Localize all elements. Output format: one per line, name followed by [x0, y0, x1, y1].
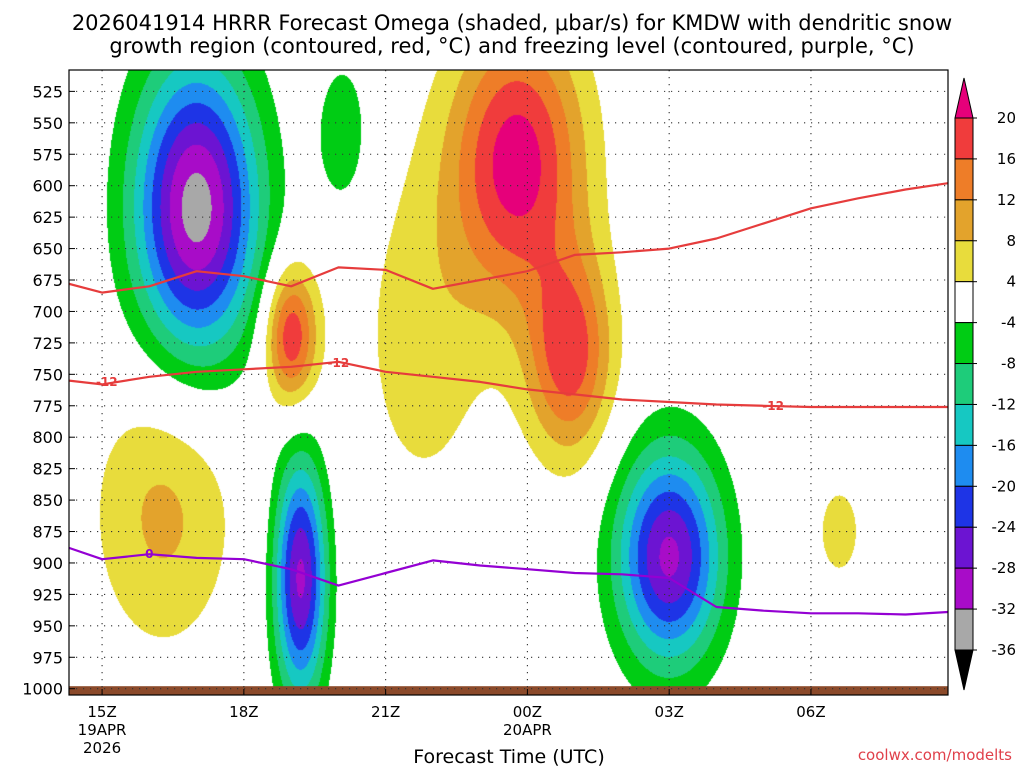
- colorbar-swatch: [954, 444, 974, 487]
- y-tick-label: 875: [32, 523, 63, 542]
- colorbar-swatch: [954, 158, 974, 201]
- colorbar-label: -8: [1001, 355, 1016, 373]
- colorbar-swatch: [954, 485, 974, 528]
- y-tick-label: 750: [32, 365, 63, 384]
- y-tick-label: 975: [32, 648, 63, 667]
- y-tick-label: 925: [32, 585, 63, 604]
- y-tick-label: 900: [32, 554, 63, 573]
- omega-shading: [69, 70, 948, 695]
- colorbar-bottom-arrow: [954, 649, 974, 691]
- y-tick-label: 950: [32, 617, 63, 636]
- colorbar-swatch: [954, 281, 974, 324]
- colorbar-swatch: [954, 322, 974, 365]
- dgz-top-contour: [69, 182, 948, 294]
- colorbar-label: -20: [992, 477, 1017, 495]
- colorbar-label: -32: [992, 600, 1017, 618]
- x-tick-year: 2026: [83, 739, 121, 757]
- x-tick-label: 21Z: [371, 703, 400, 721]
- dgz-bottom-contour: [69, 360, 948, 409]
- x-tick-label: 03Z: [654, 703, 683, 721]
- x-tick-label: 06Z: [796, 703, 825, 721]
- y-tick-label: 525: [32, 82, 63, 101]
- terrain-layer: [69, 686, 948, 695]
- y-tick-label: 725: [32, 334, 63, 353]
- y-tick-label: 600: [32, 177, 63, 196]
- y-tick-label: 625: [32, 208, 63, 227]
- colorbar-swatch: [954, 199, 974, 242]
- colorbar-label: -24: [992, 518, 1017, 536]
- colorbar-label: 4: [1006, 273, 1016, 291]
- x-tick-label: 18Z: [229, 703, 258, 721]
- colorbar-label: -12: [992, 395, 1017, 413]
- colorbar-swatch: [954, 403, 974, 446]
- colorbar-top-arrow: [954, 77, 974, 119]
- contour-label: -12: [96, 375, 118, 389]
- y-tick-label: 1000: [22, 680, 63, 699]
- watermark: coolwx.com/modelts: [858, 746, 1012, 764]
- y-tick-label: 850: [32, 491, 63, 510]
- colorbar: 20 16 12 8 4 -4 -8 -12 -16 -20 -24 -28 -32 -36: [954, 77, 1017, 691]
- y-tick-label: 825: [32, 460, 63, 479]
- terrain-surface: [69, 686, 948, 695]
- y-tick-label: 575: [32, 145, 63, 164]
- colorbar-label: -16: [992, 436, 1017, 454]
- x-tick-date: 19APR: [78, 721, 127, 739]
- colorbar-swatch: [954, 567, 974, 610]
- chart-title-line-2: growth region (contoured, red, °C) and f…: [109, 34, 914, 58]
- contour-label-layer: -12 -12 -12 0: [96, 356, 784, 561]
- plot-frame: [68, 69, 949, 696]
- freezing-level-contour: [69, 546, 948, 616]
- colorbar-label: 16: [997, 150, 1016, 168]
- colorbar-swatch: [954, 363, 974, 405]
- colorbar-label: -4: [1001, 314, 1016, 332]
- colorbar-label: -36: [992, 641, 1017, 659]
- contour-label: 0: [145, 547, 153, 561]
- chart-title-line-1: 2026041914 HRRR Forecast Omega (shaded, …: [72, 11, 952, 35]
- contour-label: -12: [762, 399, 784, 413]
- contour-label: -12: [328, 356, 350, 370]
- colorbar-swatch: [954, 117, 974, 160]
- colorbar-label: -28: [992, 559, 1017, 577]
- colorbar-label: 12: [997, 191, 1016, 209]
- x-tick-label: 00Z: [513, 703, 542, 721]
- y-axis: 525 550 575 600 625 650 675 700 725 750 775 800 825 8…: [22, 82, 75, 699]
- x-tick-label: 15Z: [87, 703, 116, 721]
- y-tick-label: 550: [32, 114, 63, 133]
- colorbar-label: 20: [997, 109, 1016, 127]
- y-tick-label: 700: [32, 302, 63, 321]
- colorbar-swatch: [954, 608, 974, 651]
- colorbar-swatch: [954, 526, 974, 569]
- colorbar-label: 8: [1006, 232, 1016, 250]
- y-tick-label: 775: [32, 397, 63, 416]
- contour-layer: [69, 182, 948, 616]
- y-tick-label: 650: [32, 240, 63, 259]
- y-tick-label: 800: [32, 428, 63, 447]
- plot-area: -12 -12 -12 0: [68, 69, 949, 696]
- x-axis-label: Forecast Time (UTC): [413, 746, 604, 768]
- y-tick-label: 675: [32, 271, 63, 290]
- colorbar-swatch: [954, 240, 974, 283]
- x-tick-date: 20APR: [503, 721, 552, 739]
